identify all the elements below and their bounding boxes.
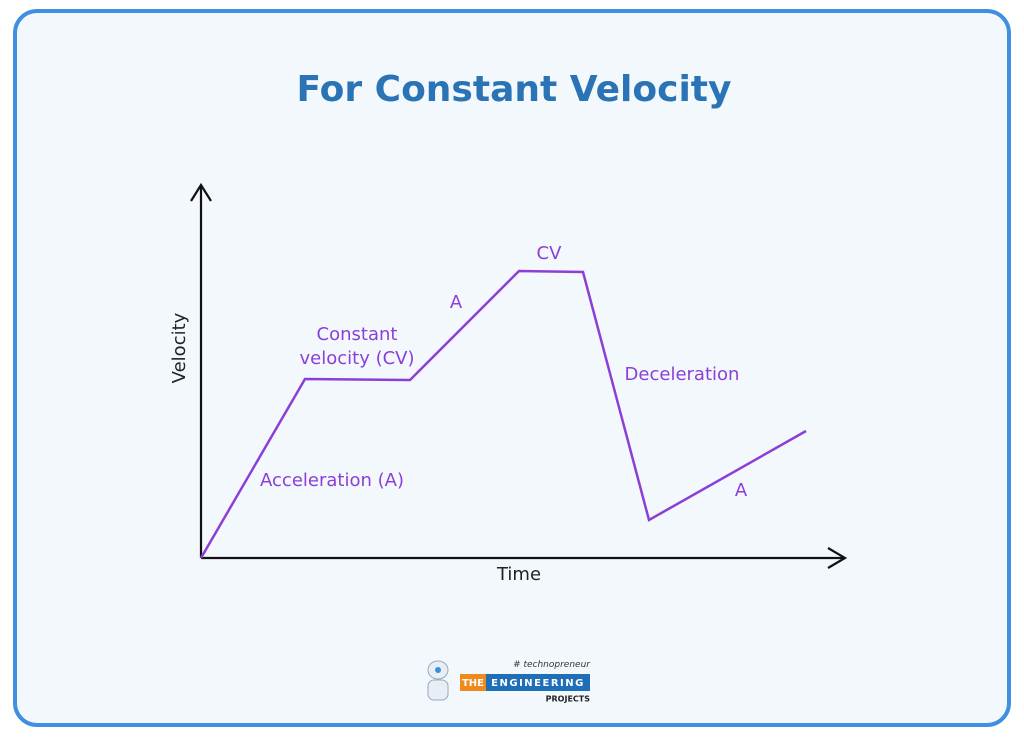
logo-engineering: ENGINEERING	[491, 678, 585, 689]
logo-tag: # technopreneur	[513, 660, 591, 670]
title: For Constant Velocity	[297, 69, 732, 110]
logo-the-box	[460, 674, 486, 691]
annotation: CV	[537, 243, 563, 264]
logo: # technopreneur THE ENGINEERING PROJECTS	[427, 660, 591, 704]
x-axis-label: Time	[496, 564, 541, 585]
annotation: A	[450, 292, 463, 313]
velocity-line	[199, 269, 807, 559]
x-arrow	[827, 547, 848, 569]
logo-eng-box	[486, 674, 590, 691]
axes	[190, 182, 848, 569]
annotation: Deceleration	[625, 364, 740, 385]
y-axis-label: Velocity	[169, 312, 190, 383]
annotation: velocity (CV)	[300, 348, 415, 369]
logo-projects: PROJECTS	[546, 695, 591, 704]
annotation: Constant	[317, 324, 398, 345]
robot-eye	[435, 667, 441, 673]
y-arrow	[190, 182, 212, 202]
frame	[13, 9, 1011, 727]
annotation: A	[735, 480, 748, 501]
robot-body	[427, 679, 449, 701]
logo-the: THE	[462, 678, 484, 689]
annotation: Acceleration (A)	[260, 470, 404, 491]
